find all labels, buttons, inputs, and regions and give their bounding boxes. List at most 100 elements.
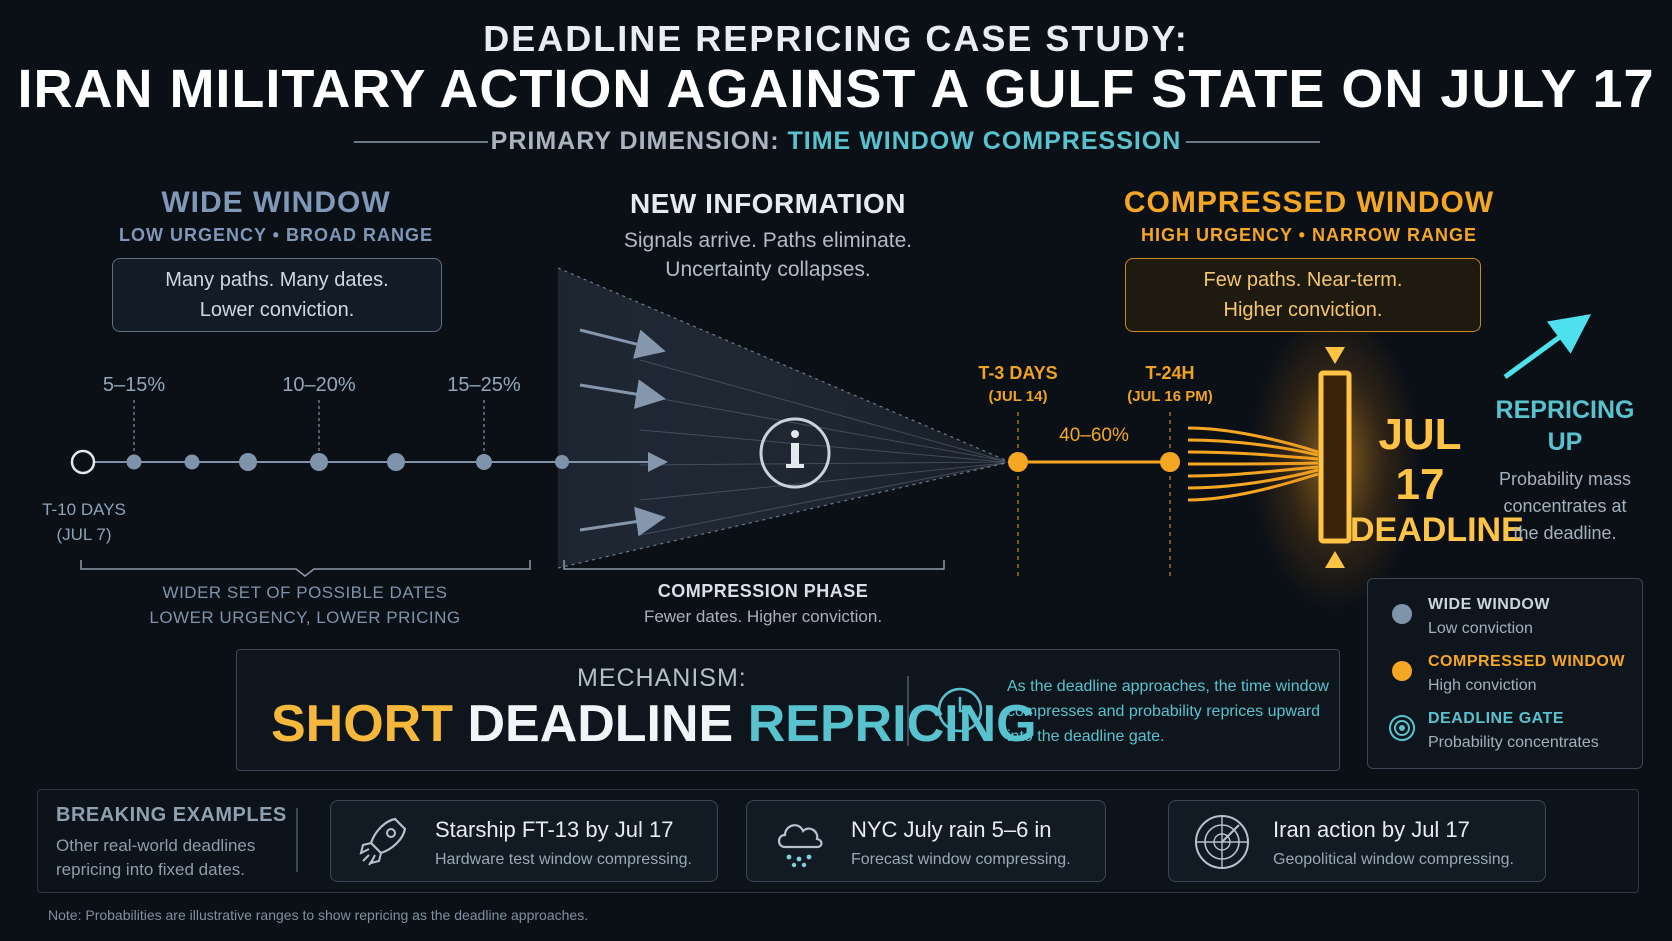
repricing-desc-line-1: Probability mass bbox=[1498, 469, 1632, 489]
wide-bracket-label: WIDER SET OF POSSIBLE DATES LOWER URGENC… bbox=[120, 580, 490, 630]
timeline-dot bbox=[476, 454, 492, 470]
pct-label-3: 15–25% bbox=[447, 374, 521, 396]
mechanism-desc-line-2: compresses and probability reprices upwa… bbox=[1007, 703, 1321, 720]
card-desc: Hardware test window compressing. bbox=[435, 851, 692, 868]
wide-window-title: WIDE WINDOW bbox=[161, 186, 391, 219]
wide-timeline-dots bbox=[126, 453, 569, 471]
t24-node bbox=[1160, 452, 1180, 472]
deadline-label: JUL 17 DEADLINE bbox=[1350, 410, 1524, 550]
funnel-rays bbox=[639, 359, 1006, 536]
pct-label-2: 10–20% bbox=[282, 374, 356, 396]
signal-arrow bbox=[579, 506, 666, 537]
examples-desc-line-1: Other real-world deadlines bbox=[56, 836, 256, 855]
repricing-up-arrow bbox=[1503, 314, 1592, 380]
repricing-desc-line-2: concentrates at bbox=[1503, 496, 1627, 516]
start-label: T-10 DAYS (JUL 7) bbox=[28, 497, 140, 547]
legend-item-gate: DEADLINE GATE Probability concentrates bbox=[1368, 706, 1642, 756]
wide-box-line-2: Lower conviction. bbox=[199, 299, 355, 321]
signal-arrows bbox=[579, 328, 666, 537]
t24-label-line-1: T-24H bbox=[1145, 363, 1195, 383]
legend-desc: Low conviction bbox=[1428, 620, 1533, 637]
examples-desc: Other real-world deadlines repricing int… bbox=[56, 834, 255, 882]
mechanism-desc-line-3: into the deadline gate. bbox=[1007, 728, 1165, 745]
circle-gray-icon bbox=[1392, 604, 1412, 624]
timeline-dot bbox=[555, 455, 569, 469]
mechanism-label: MECHANISM: bbox=[577, 664, 747, 692]
signal-arrow bbox=[579, 328, 666, 359]
legend-title: DEADLINE GATE bbox=[1428, 710, 1564, 727]
repricing-title: REPRICING UP bbox=[1490, 394, 1640, 458]
gate-marker-top-icon bbox=[1325, 347, 1345, 364]
bracket-line-1: WIDER SET OF POSSIBLE DATES bbox=[162, 583, 448, 602]
mechanism-desc: As the deadline approaches, the time win… bbox=[1007, 674, 1329, 749]
compression-phase-title: COMPRESSION PHASE bbox=[657, 581, 869, 601]
subtitle-accent: TIME WINDOW COMPRESSION bbox=[787, 127, 1182, 155]
rocket-icon bbox=[359, 817, 407, 866]
compressed-window-subtitle: HIGH URGENCY • NARROW RANGE bbox=[1141, 225, 1477, 245]
legend-panel: WIDE WINDOW Low conviction COMPRESSED WI… bbox=[1367, 578, 1643, 769]
compressed-pct-label: 40–60% bbox=[1059, 425, 1129, 446]
compressed-window-title: COMPRESSED WINDOW bbox=[1123, 186, 1495, 219]
compression-phase-desc: Fewer dates. Higher conviction. bbox=[643, 607, 883, 626]
legend-item-compressed: COMPRESSED WINDOW High conviction bbox=[1368, 649, 1642, 699]
mechanism-panel: MECHANISM: SHORT DEADLINE REPRICING As t… bbox=[236, 649, 1340, 771]
compression-funnel bbox=[558, 268, 1010, 568]
bracket-line-2: LOWER URGENCY, LOWER PRICING bbox=[149, 608, 461, 627]
timeline-dot bbox=[387, 453, 405, 471]
new-info-title: NEW INFORMATION bbox=[629, 188, 907, 219]
examples-title: BREAKING EXAMPLES bbox=[56, 804, 287, 826]
mechanism-headline: SHORT DEADLINE REPRICING bbox=[271, 694, 1037, 754]
wide-box-line-1: Many paths. Many dates. bbox=[165, 269, 389, 291]
mechanism-word-repricing: REPRICING bbox=[747, 695, 1037, 753]
pct-label-1: 5–15% bbox=[102, 374, 166, 396]
example-card-starship[interactable]: Starship FT-13 by Jul 17 Hardware test w… bbox=[330, 800, 718, 882]
example-card-nyc-rain[interactable]: NYC July rain 5–6 in Forecast window com… bbox=[746, 800, 1106, 882]
legend-title: COMPRESSED WINDOW bbox=[1428, 653, 1625, 670]
breaking-examples-panel: BREAKING EXAMPLES Other real-world deadl… bbox=[37, 789, 1639, 893]
comp-box-line-1: Few paths. Near-term. bbox=[1203, 269, 1403, 291]
mechanism-divider bbox=[907, 676, 909, 746]
timeline-dot bbox=[126, 454, 142, 470]
repricing-desc-line-3: the deadline. bbox=[1513, 523, 1617, 543]
repricing-desc: Probability mass concentrates at the dea… bbox=[1490, 466, 1640, 547]
deadline-line-2: DEADLINE bbox=[1350, 511, 1524, 549]
subtitle-prefix: PRIMARY DIMENSION: bbox=[490, 127, 780, 155]
title-line-2: IRAN MILITARY ACTION AGAINST A GULF STAT… bbox=[17, 59, 1655, 119]
gate-marker-bottom-icon bbox=[1325, 551, 1345, 568]
t24-label-line-2: (JUL 16 PM) bbox=[1127, 388, 1213, 405]
rain-cloud-icon bbox=[777, 824, 823, 868]
mechanism-desc-line-1: As the deadline approaches, the time win… bbox=[1007, 678, 1329, 695]
legend-title: WIDE WINDOW bbox=[1428, 596, 1550, 613]
funnel-edge-top bbox=[557, 267, 1011, 463]
timeline-dot bbox=[239, 453, 257, 471]
card-desc: Forecast window compressing. bbox=[851, 851, 1071, 868]
compressed-dashed-guides bbox=[1017, 412, 1171, 580]
wide-window-subtitle: LOW URGENCY • BROAD RANGE bbox=[119, 225, 433, 245]
card-title: Starship FT-13 by Jul 17 bbox=[435, 817, 674, 842]
title-line-1: DEADLINE REPRICING CASE STUDY: bbox=[483, 18, 1189, 59]
example-card-iran[interactable]: Iran action by Jul 17 Geopolitical windo… bbox=[1168, 800, 1546, 882]
mechanism-word-deadline: DEADLINE bbox=[467, 695, 734, 753]
repricing-title-line-1: REPRICING bbox=[1495, 396, 1635, 424]
legend-desc: High conviction bbox=[1428, 677, 1537, 694]
t3-label-line-2: (JUL 14) bbox=[988, 388, 1048, 405]
deadline-gate bbox=[1318, 370, 1352, 544]
target-icon bbox=[1389, 715, 1415, 741]
subtitle: PRIMARY DIMENSION: TIME WINDOW COMPRESSI… bbox=[0, 127, 1672, 156]
circle-orange-icon bbox=[1392, 661, 1412, 681]
new-info-line-2: Uncertainty collapses. bbox=[665, 258, 871, 281]
examples-divider bbox=[296, 808, 298, 872]
footnote: Note: Probabilities are illustrative ran… bbox=[48, 907, 589, 923]
examples-desc-line-2: repricing into fixed dates. bbox=[56, 860, 245, 879]
legend-desc: Probability concentrates bbox=[1428, 734, 1599, 751]
new-info-desc: Signals arrive. Paths eliminate. Uncerta… bbox=[588, 226, 948, 284]
timeline-start-node bbox=[70, 449, 96, 475]
subtitle-rule-right bbox=[1186, 141, 1320, 143]
radar-icon bbox=[1195, 815, 1249, 869]
start-label-line-1: T-10 DAYS bbox=[42, 500, 126, 519]
wide-range-bracket bbox=[80, 560, 531, 577]
compression-bracket bbox=[563, 560, 945, 570]
t24-label: T-24H (JUL 16 PM) bbox=[1105, 361, 1235, 409]
